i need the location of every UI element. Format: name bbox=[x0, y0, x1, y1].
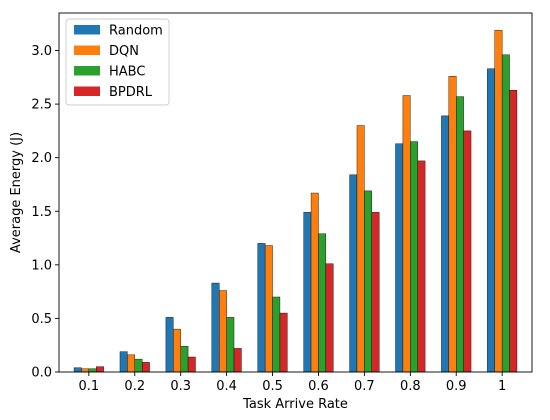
bar-random-0.1 bbox=[73, 367, 82, 373]
bar-bpdrl-0.6 bbox=[325, 263, 334, 373]
bar-dqn-0.4 bbox=[219, 290, 227, 373]
bar-random-1 bbox=[487, 68, 495, 373]
x-ticks-group: 0.1 0.2 0.3 0.4 0.5 0.6 0.7 0.8 0.9 1 bbox=[79, 372, 506, 394]
x-tick-label: 0.8 bbox=[400, 379, 421, 394]
legend: Random DQN HABC BPDRL bbox=[65, 18, 170, 106]
bar-dqn-1 bbox=[494, 29, 503, 373]
bar-bpdrl-0.4 bbox=[233, 348, 242, 373]
legend-swatch-bpdrl bbox=[74, 86, 100, 96]
bar-random-0.6 bbox=[303, 212, 312, 373]
bar-habc-0.5 bbox=[272, 296, 281, 373]
y-tick-label: 0.0 bbox=[31, 366, 52, 381]
y-tick-label: 1.5 bbox=[31, 205, 52, 220]
bar-dqn-0.3 bbox=[173, 328, 181, 373]
bar-bpdrl-0.1 bbox=[96, 366, 104, 373]
bar-dqn-0.1 bbox=[81, 368, 90, 373]
bar-habc-0.3 bbox=[180, 346, 189, 373]
x-tick-label: 0.2 bbox=[124, 379, 145, 394]
bars-group bbox=[73, 29, 518, 373]
x-tick-label: 0.3 bbox=[170, 379, 191, 394]
x-tick-label: 0.7 bbox=[354, 379, 375, 394]
x-tick-label: 0.6 bbox=[308, 379, 329, 394]
legend-label-habc: HABC bbox=[109, 65, 145, 80]
bar-dqn-0.9 bbox=[448, 76, 457, 373]
bar-random-0.7 bbox=[349, 174, 358, 373]
bar-habc-0.8 bbox=[410, 141, 418, 373]
legend-label-random: Random bbox=[109, 24, 163, 39]
bar-bpdrl-0.9 bbox=[463, 130, 472, 373]
bar-habc-0.4 bbox=[226, 317, 235, 373]
y-tick-label: 2.0 bbox=[31, 151, 52, 166]
bar-dqn-0.2 bbox=[127, 354, 135, 373]
bar-bpdrl-0.5 bbox=[279, 312, 288, 373]
y-tick-label: 3.0 bbox=[31, 44, 52, 59]
bar-random-0.8 bbox=[395, 143, 404, 373]
bar-habc-0.2 bbox=[134, 358, 143, 373]
bar-bpdrl-0.3 bbox=[187, 356, 196, 373]
bar-habc-1 bbox=[501, 54, 510, 373]
bar-bpdrl-1 bbox=[509, 89, 518, 373]
bar-random-0.2 bbox=[119, 351, 128, 373]
legend-swatch-random bbox=[74, 25, 100, 35]
y-tick-label: 0.5 bbox=[31, 312, 52, 327]
x-tick-label: 0.5 bbox=[262, 379, 283, 394]
bar-bpdrl-0.2 bbox=[141, 362, 150, 373]
x-tick-label: 0.1 bbox=[79, 379, 100, 394]
y-tick-label: 2.5 bbox=[31, 98, 52, 113]
bar-random-0.3 bbox=[165, 317, 174, 373]
x-tick-label: 0.9 bbox=[446, 379, 467, 394]
legend-swatch-dqn bbox=[74, 45, 100, 55]
y-ticks-group: 0.0 0.5 1.0 1.5 2.0 2.5 3.0 bbox=[31, 44, 59, 381]
x-axis-label: Task Arrive Rate bbox=[242, 397, 348, 412]
bar-habc-0.7 bbox=[364, 190, 372, 373]
bar-random-0.9 bbox=[441, 115, 450, 373]
bar-bpdrl-0.7 bbox=[371, 212, 380, 373]
bar-bpdrl-0.8 bbox=[417, 160, 426, 373]
plot-frame bbox=[58, 12, 533, 373]
x-tick-label: 1 bbox=[498, 379, 506, 394]
bar-habc-0.6 bbox=[318, 233, 327, 373]
legend-label-dqn: DQN bbox=[109, 44, 139, 59]
bar-dqn-0.5 bbox=[264, 245, 273, 373]
legend-label-bpdrl: BPDRL bbox=[109, 85, 153, 100]
legend-swatch-habc bbox=[74, 66, 100, 76]
bar-dqn-0.6 bbox=[310, 192, 319, 373]
y-axis-label: Average Energy (J) bbox=[9, 132, 24, 253]
bar-habc-0.1 bbox=[88, 368, 97, 373]
bar-dqn-0.7 bbox=[356, 125, 365, 373]
bar-dqn-0.8 bbox=[402, 95, 411, 373]
bar-habc-0.9 bbox=[456, 96, 464, 373]
legend-box bbox=[65, 18, 170, 106]
bar-random-0.4 bbox=[211, 282, 220, 373]
x-tick-label: 0.4 bbox=[216, 379, 237, 394]
y-tick-label: 1.0 bbox=[31, 258, 52, 273]
bar-random-0.5 bbox=[257, 243, 266, 373]
